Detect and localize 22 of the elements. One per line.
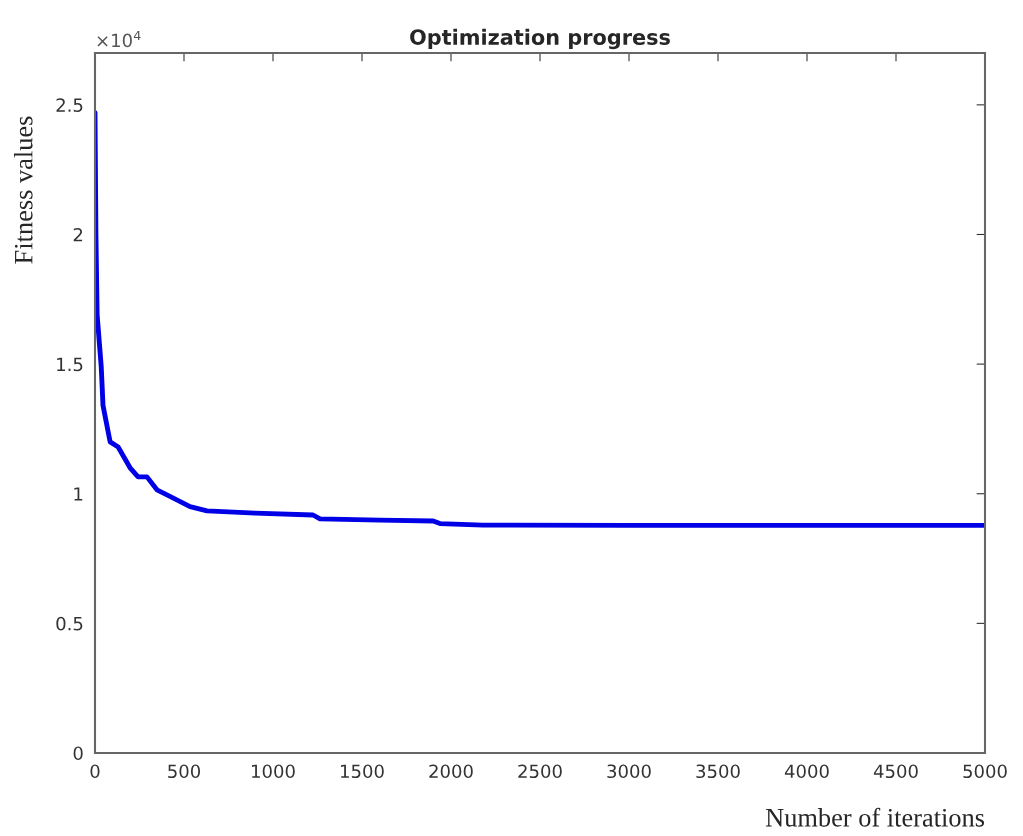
x-tick-label: 2000 — [429, 764, 473, 779]
y-tick-label: 0.5 — [56, 616, 83, 631]
x-tick-label: 5000 — [963, 764, 1007, 779]
x-tick-label: 3500 — [696, 764, 740, 779]
x-tick-label: 1000 — [252, 764, 295, 779]
y-tick-label: 2 — [73, 227, 83, 242]
x-axis-title: Number of iterations — [765, 807, 985, 827]
y-tick-label: 1.5 — [57, 357, 83, 372]
y-tick-label: 0 — [73, 746, 83, 761]
x-tick-label: 3000 — [607, 764, 651, 779]
x-tick-label: 4000 — [784, 764, 829, 779]
line-series — [95, 110, 985, 528]
y-tick-label: 2.5 — [56, 98, 83, 112]
y-axis-title: Fitness values — [14, 116, 33, 264]
x-tick-label: 2500 — [518, 764, 562, 779]
text: ×10$^{4}$ — [97, 30, 141, 48]
x-tick-label: 1500 — [341, 764, 384, 779]
y-tick-label: 1 — [74, 487, 83, 501]
chart-title: Optimization progress — [410, 28, 670, 50]
x-tick-label: 4500 — [873, 764, 918, 779]
x-tick-label: 500 — [168, 764, 201, 779]
x-tick-label: 0 — [90, 764, 100, 779]
